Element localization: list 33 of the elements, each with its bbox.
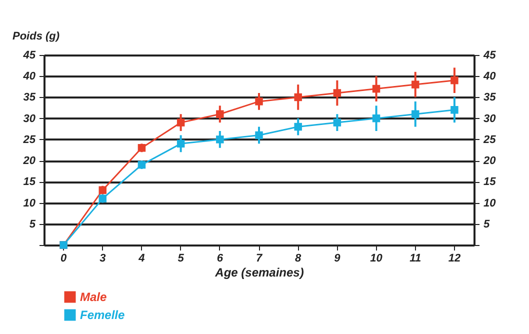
y2-tick-label: 20 [482, 155, 497, 168]
y-tick-label: 10 [23, 197, 36, 210]
x-tick-label: 12 [448, 252, 461, 264]
y2-tick-label: 15 [484, 176, 497, 188]
y2-tick-label: 30 [484, 112, 497, 125]
y2-tick-label: 5 [484, 218, 490, 230]
x-tick-label: 5 [178, 252, 185, 264]
x-tick-label: 10 [370, 252, 384, 264]
y-axis-title: Poids (g) [12, 30, 60, 42]
y-tick-label: 40 [22, 70, 36, 83]
y-tick-label: 30 [23, 112, 36, 125]
y-tick-label: 20 [22, 155, 36, 168]
y-tick-label: 5 [29, 218, 36, 230]
x-axis-title: Age (semaines) [214, 266, 304, 280]
x-tick-label: 9 [334, 252, 342, 264]
y-tick-label: 35 [23, 92, 36, 104]
y-tick-label: 25 [22, 134, 36, 146]
legend-label: Femelle [80, 308, 126, 322]
x-tick-label: 11 [410, 252, 422, 264]
y-tick-label: 15 [23, 176, 36, 188]
x-tick-label: 8 [295, 252, 302, 264]
y2-tick-label: 35 [484, 92, 497, 104]
y2-tick-label: 40 [482, 70, 497, 83]
x-tick-label: 3 [100, 252, 106, 264]
legend-label: Male [80, 290, 108, 304]
x-tick-label: 6 [216, 252, 224, 264]
y-tick-label: 45 [22, 50, 36, 62]
x-tick-label: 7 [256, 252, 263, 264]
x-tick-label: 0 [60, 252, 68, 264]
y2-tick-label: 45 [482, 50, 497, 62]
x-tick-label: 4 [138, 252, 145, 264]
y2-tick-label: 25 [482, 134, 497, 146]
y2-tick-label: 10 [484, 197, 497, 210]
